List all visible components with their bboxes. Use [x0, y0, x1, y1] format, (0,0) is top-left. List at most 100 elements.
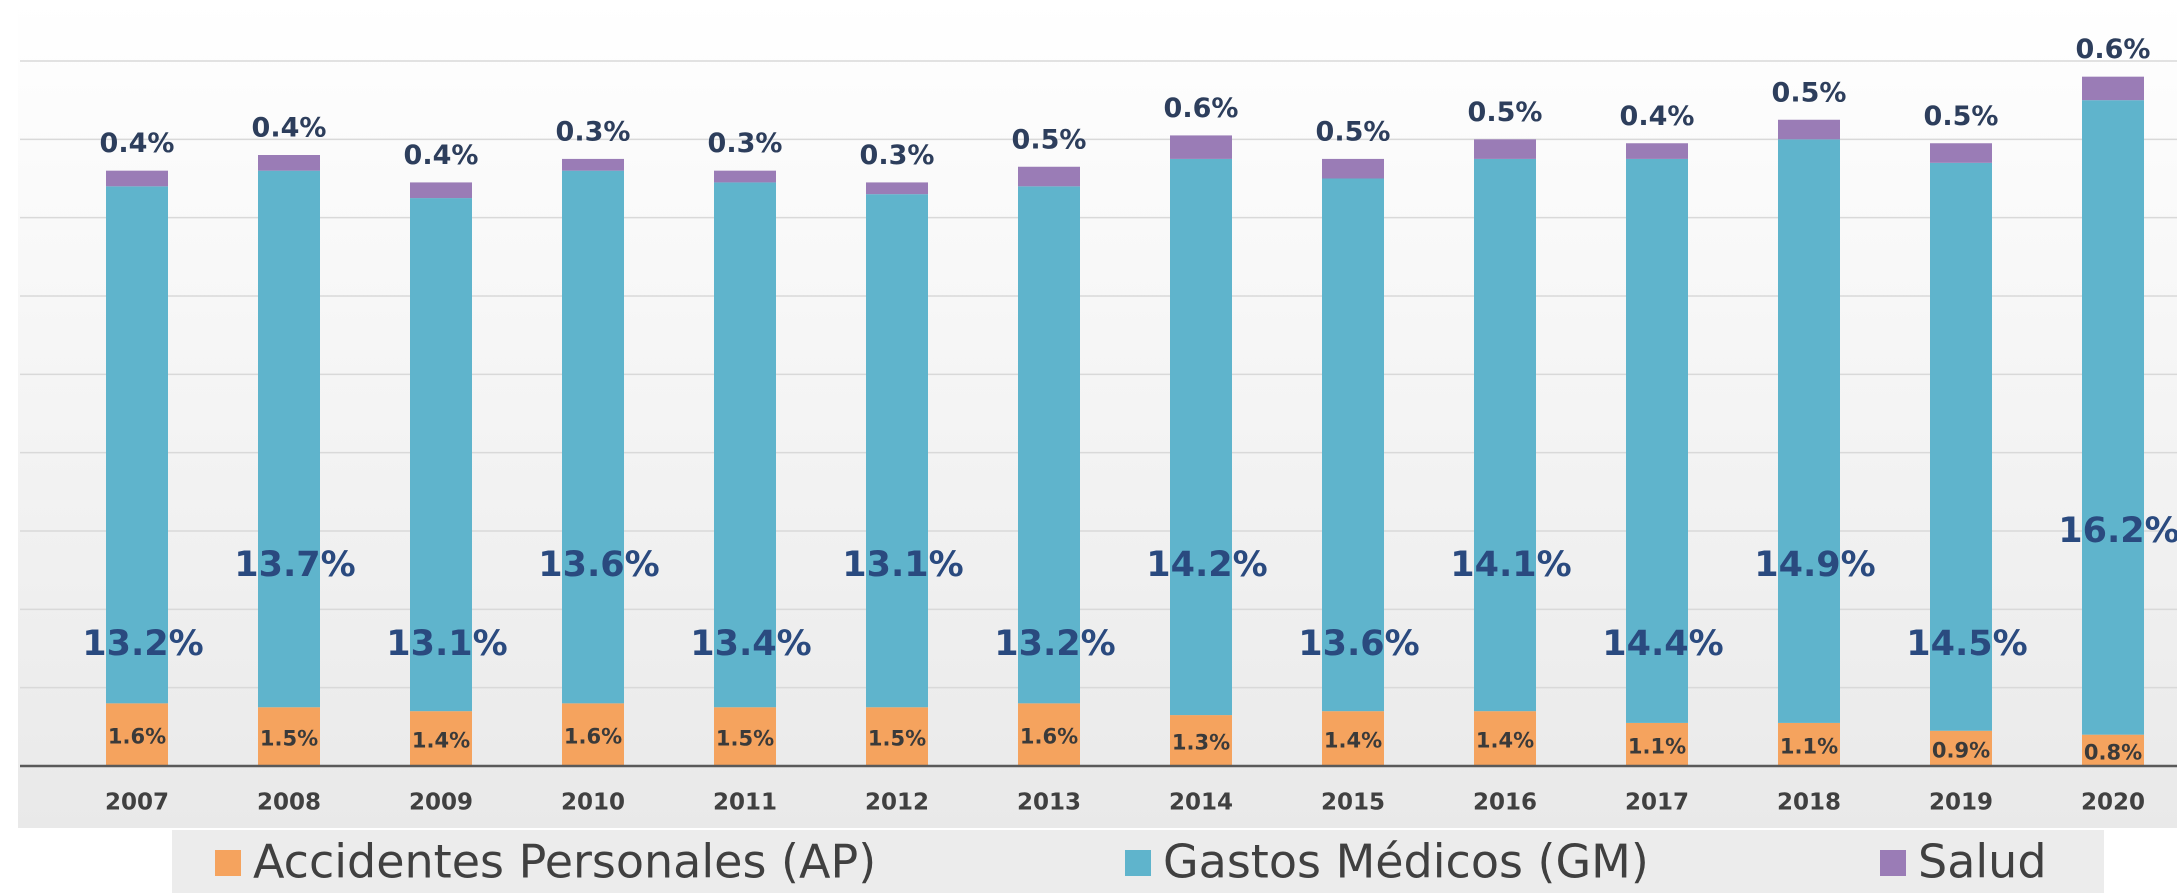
data-label: 1.5%: [260, 727, 318, 751]
data-label: 0.6%: [2076, 34, 2151, 65]
data-label: 14.2%: [1146, 545, 1267, 585]
bar-segment: [410, 182, 472, 199]
x-tick-label: 2019: [1929, 790, 1993, 816]
data-label: 0.4%: [1620, 101, 1695, 132]
data-label: 16.2%: [2058, 511, 2177, 551]
data-label: 0.5%: [1012, 124, 1087, 155]
bar-segment: [1018, 703, 1080, 766]
data-label: 0.4%: [100, 128, 175, 159]
data-label: 0.5%: [1924, 101, 1999, 132]
bar-segment: [866, 182, 928, 195]
data-label: 13.6%: [538, 545, 659, 585]
bar-segment: [1170, 158, 1232, 716]
legend-swatch: [1125, 850, 1151, 876]
data-label: 13.6%: [1298, 624, 1419, 664]
data-label: 1.6%: [564, 725, 622, 749]
bar-segment: [106, 170, 168, 187]
bar-segment: [2082, 76, 2144, 101]
data-label: 1.5%: [716, 727, 774, 751]
data-label: 0.5%: [1468, 97, 1543, 128]
data-label: 13.4%: [690, 624, 811, 664]
bar-segment: [1018, 186, 1080, 704]
bar-segment: [1930, 143, 1992, 163]
x-tick-label: 2013: [1017, 790, 1081, 816]
data-label: 0.9%: [1932, 738, 1990, 762]
data-label: 0.3%: [860, 140, 935, 171]
bar-segment: [1322, 158, 1384, 179]
bar-segment: [866, 707, 928, 766]
x-tick-label: 2017: [1625, 790, 1689, 816]
bar-segment: [866, 194, 928, 708]
bar-segment: [714, 707, 776, 766]
bar-segment: [1930, 730, 1992, 766]
data-label: 13.1%: [386, 624, 507, 664]
bar-segment: [1778, 139, 1840, 723]
legend: Accidentes Personales (AP) Gastos Médicos…: [215, 835, 2047, 889]
data-label: 14.5%: [1906, 624, 2027, 664]
bar-segment: [714, 170, 776, 183]
bar-segment: [1170, 135, 1232, 159]
x-tick-label: 2016: [1473, 790, 1537, 816]
bar-segment: [1322, 178, 1384, 712]
labels: 1.6% 13.2% 0.4% 2007 1.5% 13.7% 0.4% 2008 1.4% 13…: [82, 34, 2177, 815]
data-label: 0.4%: [252, 113, 327, 144]
bar-segment: [1322, 711, 1384, 766]
data-label: 13.2%: [82, 624, 203, 664]
bar-segment: [258, 155, 320, 171]
bar-segment: [562, 703, 624, 766]
legend-label: Gastos Médicos (GM): [1163, 835, 1649, 889]
x-tick-label: 2007: [105, 790, 169, 816]
bar-segment: [1626, 722, 1688, 766]
bar-segment: [1474, 139, 1536, 159]
bar-segment: [106, 703, 168, 766]
data-label: 1.1%: [1628, 734, 1686, 758]
data-label: 0.6%: [1164, 93, 1239, 124]
bar-segment: [1778, 119, 1840, 140]
data-label: 1.3%: [1172, 731, 1230, 755]
x-tick-label: 2018: [1777, 790, 1841, 816]
bar-segment: [410, 711, 472, 766]
bar-segment: [258, 170, 320, 708]
legend-label: Salud: [1918, 835, 2047, 889]
data-label: 1.1%: [1780, 734, 1838, 758]
data-label: 1.4%: [1476, 729, 1534, 753]
data-label: 1.5%: [868, 727, 926, 751]
data-label: 1.4%: [412, 729, 470, 753]
data-label: 0.5%: [1772, 77, 1847, 108]
x-tick-label: 2009: [409, 790, 473, 816]
bar-segment: [1474, 158, 1536, 712]
x-tick-label: 2012: [865, 790, 929, 816]
data-label: 14.9%: [1754, 545, 1875, 585]
plot-background: [18, 0, 2177, 828]
data-label: 0.4%: [404, 140, 479, 171]
data-label: 13.1%: [842, 545, 963, 585]
bar-segment: [1474, 711, 1536, 766]
x-tick-label: 2008: [257, 790, 321, 816]
data-label: 13.7%: [234, 545, 355, 585]
x-tick-label: 2011: [713, 790, 777, 816]
bar-segment: [1626, 158, 1688, 723]
data-label: 0.5%: [1316, 116, 1391, 147]
data-label: 13.2%: [994, 624, 1115, 664]
data-label: 1.6%: [108, 725, 166, 749]
bar-segment: [714, 182, 776, 708]
bar-segment: [1018, 166, 1080, 187]
data-label: 0.3%: [556, 116, 631, 147]
bar-segment: [1930, 162, 1992, 731]
data-label: 0.3%: [708, 128, 783, 159]
bar-segment: [562, 170, 624, 704]
bar-segment: [562, 158, 624, 171]
data-label: 1.4%: [1324, 729, 1382, 753]
x-tick-label: 2010: [561, 790, 625, 816]
bars: [20, 76, 2177, 768]
legend-label: Accidentes Personales (AP): [253, 835, 876, 889]
bar-segment: [1626, 143, 1688, 159]
bar-segment: [1778, 722, 1840, 766]
data-label: 1.6%: [1020, 725, 1078, 749]
data-label: 14.4%: [1602, 624, 1723, 664]
data-label: 14.1%: [1450, 545, 1571, 585]
bar-segment: [1170, 715, 1232, 766]
bar-segment: [106, 186, 168, 704]
